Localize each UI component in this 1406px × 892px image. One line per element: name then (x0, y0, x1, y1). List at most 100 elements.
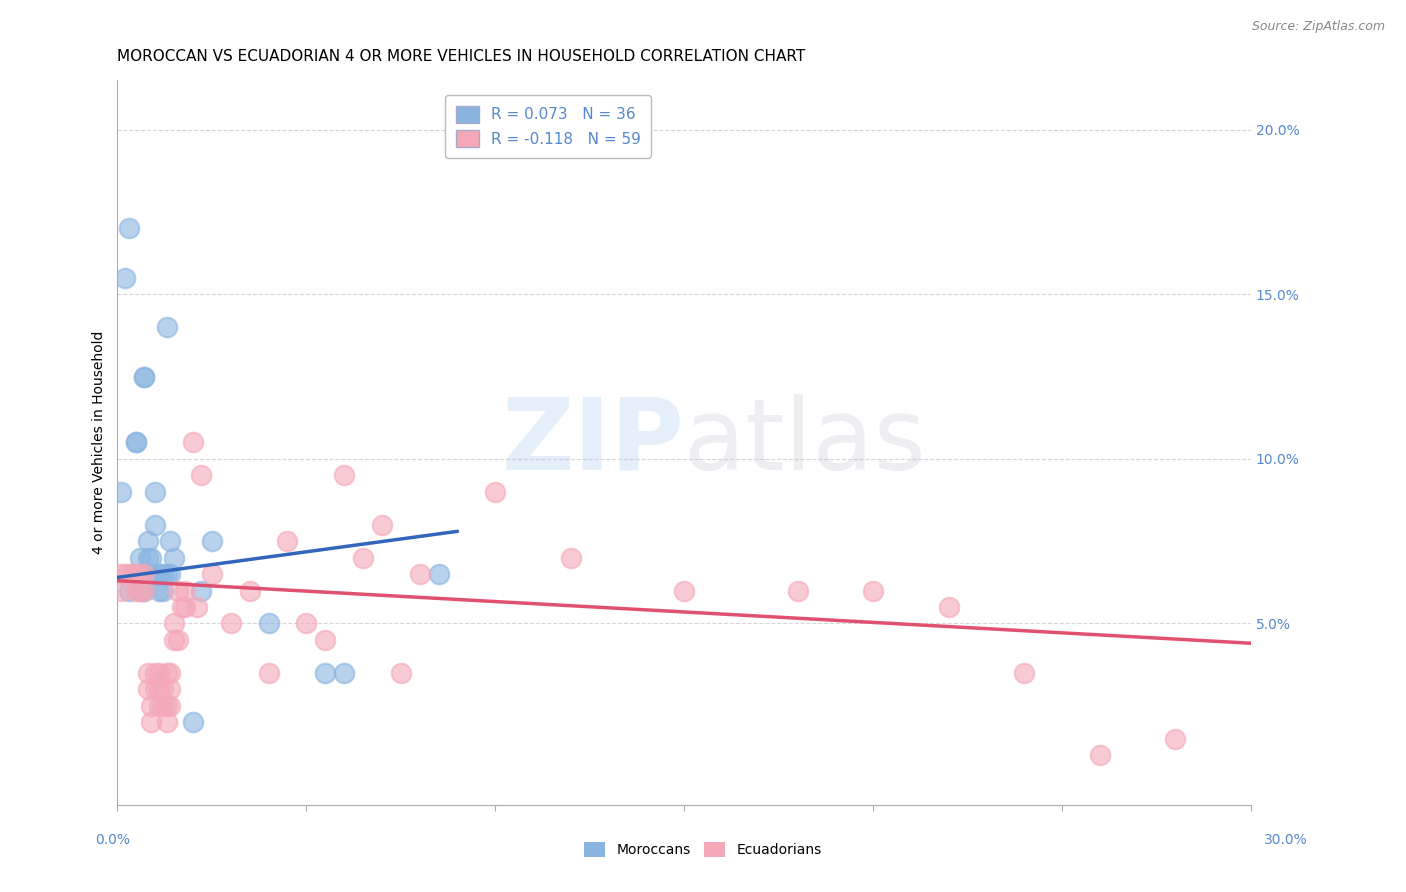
Point (181, 715, 204, 730)
Point (148, 698, 170, 713)
Text: ZIP: ZIP (502, 394, 685, 491)
Text: atlas: atlas (685, 394, 925, 491)
Point (110, 567, 132, 582)
Point (143, 665, 166, 680)
Point (129, 567, 152, 582)
Point (129, 583, 152, 598)
Point (136, 682, 159, 697)
Legend: Moroccans, Ecuadorians: Moroccans, Ecuadorians (579, 837, 827, 863)
Point (427, 567, 450, 582)
Point (152, 567, 174, 582)
Point (333, 468, 356, 483)
Point (141, 715, 163, 730)
Point (136, 550, 159, 565)
Point (333, 665, 356, 680)
Point (1088, 748, 1111, 763)
Point (219, 616, 242, 631)
Point (143, 484, 166, 499)
Point (132, 583, 155, 598)
Point (159, 682, 181, 697)
Point (159, 567, 181, 582)
Point (141, 698, 163, 713)
Text: Source: ZipAtlas.com: Source: ZipAtlas.com (1251, 20, 1385, 33)
Point (314, 665, 336, 680)
Point (862, 583, 884, 598)
Point (148, 567, 170, 582)
Point (159, 534, 181, 549)
Point (190, 583, 212, 598)
Point (118, 221, 141, 235)
Point (186, 600, 208, 615)
Point (152, 682, 174, 697)
Point (148, 665, 170, 680)
Point (170, 600, 193, 615)
Point (148, 682, 170, 697)
Text: 0.0%: 0.0% (96, 833, 131, 847)
Point (110, 484, 132, 499)
Point (129, 567, 152, 582)
Point (1164, 731, 1187, 746)
Point (155, 698, 177, 713)
Point (159, 698, 181, 713)
Point (125, 435, 148, 450)
Point (163, 632, 186, 647)
Point (201, 534, 224, 549)
Point (132, 369, 155, 384)
Point (484, 484, 506, 499)
Point (136, 534, 159, 549)
Point (239, 583, 262, 598)
Point (141, 550, 163, 565)
Point (314, 632, 336, 647)
Point (163, 616, 186, 631)
Point (121, 567, 143, 582)
Point (132, 583, 155, 598)
Point (118, 583, 141, 598)
Point (125, 583, 148, 598)
Point (1012, 665, 1035, 680)
Point (136, 665, 159, 680)
Point (155, 320, 177, 334)
Point (295, 616, 318, 631)
Point (155, 567, 177, 582)
Point (201, 567, 224, 582)
Point (163, 550, 186, 565)
Point (408, 567, 430, 582)
Y-axis label: 4 or more Vehicles in Household: 4 or more Vehicles in Household (93, 331, 107, 554)
Text: MOROCCAN VS ECUADORIAN 4 OR MORE VEHICLES IN HOUSEHOLD CORRELATION CHART: MOROCCAN VS ECUADORIAN 4 OR MORE VEHICLE… (118, 49, 806, 64)
Point (141, 567, 163, 582)
Legend: R = 0.073   N = 36, R = -0.118   N = 59: R = 0.073 N = 36, R = -0.118 N = 59 (444, 95, 651, 158)
Point (673, 583, 696, 598)
Point (152, 698, 174, 713)
Point (167, 583, 190, 598)
Point (143, 682, 166, 697)
Point (118, 567, 141, 582)
Point (110, 583, 132, 598)
Point (167, 632, 190, 647)
Point (125, 567, 148, 582)
Point (129, 550, 152, 565)
Point (352, 550, 374, 565)
Point (155, 715, 177, 730)
Point (132, 369, 155, 384)
Point (121, 567, 143, 582)
Point (148, 583, 170, 598)
Point (560, 550, 582, 565)
Point (136, 567, 159, 582)
Point (174, 600, 197, 615)
Point (143, 517, 166, 532)
Text: 30.0%: 30.0% (1264, 833, 1308, 847)
Point (132, 567, 155, 582)
Point (129, 583, 152, 598)
Point (371, 517, 394, 532)
Point (786, 583, 808, 598)
Point (152, 583, 174, 598)
Point (155, 665, 177, 680)
Point (276, 534, 298, 549)
Point (174, 583, 197, 598)
Point (257, 616, 280, 631)
Point (125, 435, 148, 450)
Point (389, 665, 412, 680)
Point (114, 270, 136, 285)
Point (938, 600, 960, 615)
Point (114, 567, 136, 582)
